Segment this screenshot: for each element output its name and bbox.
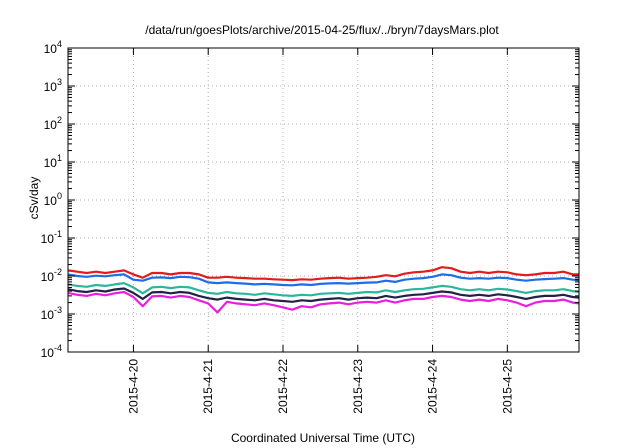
x-tick-label: 2015-4-24 [426, 359, 440, 414]
y-tick-label: 10-3 [41, 305, 62, 322]
y-tick-label: 102 [44, 115, 62, 132]
grid-lines [68, 48, 579, 352]
x-tick-label: 2015-4-23 [351, 359, 365, 414]
x-tick-label: 2015-4-20 [126, 359, 140, 414]
y-tick-label: 101 [44, 153, 62, 170]
x-axis-label: Coordinated Universal Time (UTC) [231, 431, 415, 445]
x-tick-label: 2015-4-25 [500, 359, 514, 414]
y-tick-label: 100 [44, 191, 62, 208]
chart-title: /data/run/goesPlots/archive/2015-04-25/f… [145, 23, 499, 37]
series-line [67, 266, 579, 282]
x-tick-label: 2015-4-21 [201, 359, 215, 414]
series-line [67, 282, 580, 297]
series-layer [67, 266, 580, 314]
y-tick-label: 10-2 [41, 267, 62, 284]
y-tick-label: 10-4 [41, 343, 62, 360]
series-line [67, 287, 580, 303]
y-tick-label: 104 [44, 39, 62, 56]
y-tick-label: 10-1 [41, 229, 62, 246]
y-axis-label: cSv/day [27, 177, 41, 220]
series-line [67, 290, 580, 314]
axis-ticks: 10-4 10-3 10-2 10-1 100 101 102 103 104 2015-4-20… [41, 39, 579, 414]
series-line [67, 273, 580, 287]
x-tick-label: 2015-4-22 [276, 359, 290, 414]
y-tick-label: 103 [44, 77, 62, 94]
